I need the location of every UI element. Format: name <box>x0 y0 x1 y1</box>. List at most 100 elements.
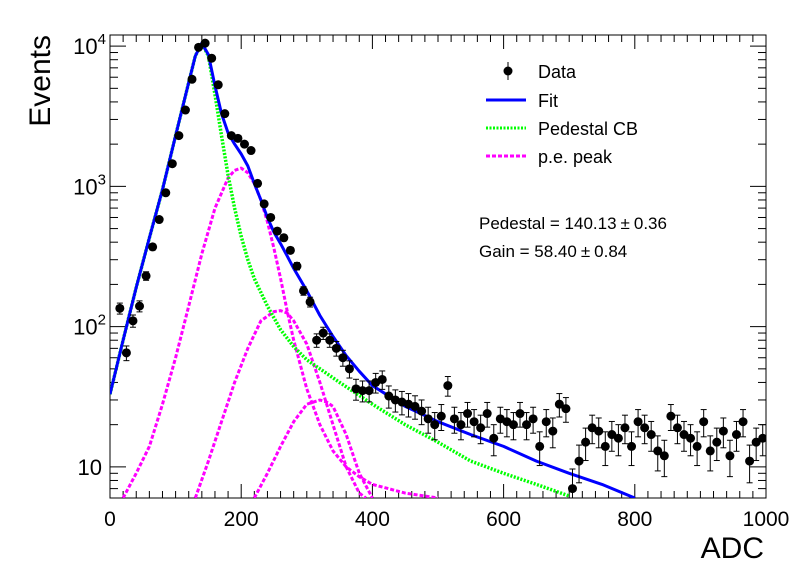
data-point <box>272 226 282 236</box>
data-point <box>384 391 394 401</box>
data-point <box>239 139 249 149</box>
data-point <box>115 303 125 313</box>
y-axis-label: Events <box>24 35 57 127</box>
data-point <box>305 297 315 307</box>
data-point <box>266 212 276 222</box>
data-point <box>620 423 630 433</box>
data-point <box>325 335 335 345</box>
legend-item-data: Data <box>503 62 577 82</box>
data-point <box>607 430 617 440</box>
data-point <box>410 401 420 411</box>
data-point <box>430 420 440 430</box>
data-point <box>259 199 269 209</box>
y-tick-label: 102 <box>73 312 106 340</box>
data-point <box>672 423 682 433</box>
data-point <box>377 374 387 384</box>
data-point <box>194 42 204 52</box>
data-point <box>331 343 341 353</box>
legend-pedestal-label: Pedestal CB <box>538 119 638 139</box>
data-point <box>344 364 354 374</box>
data-point <box>423 414 433 424</box>
data-point <box>128 316 138 326</box>
x-tick-label: 0 <box>104 508 116 531</box>
data-point <box>148 242 158 252</box>
data-point <box>567 484 577 494</box>
data-point <box>627 441 637 451</box>
legend: Data Fit Pedestal CB p.e. peak <box>486 62 638 167</box>
data-point <box>738 417 748 427</box>
data-point <box>364 386 374 396</box>
data-point <box>285 245 295 255</box>
data-point <box>213 80 223 90</box>
data-point <box>233 133 243 143</box>
data-point <box>646 430 656 440</box>
x-tick-label: 400 <box>355 508 390 531</box>
x-tick-label: 200 <box>224 508 259 531</box>
data-point <box>613 433 623 443</box>
data-point <box>581 437 591 447</box>
data-point <box>318 328 328 338</box>
y-tick-exponent: 4 <box>98 31 106 48</box>
data-point <box>253 178 263 188</box>
data-point <box>200 38 210 48</box>
pedestal-annotation: Pedestal = 140.13 ±0.36 <box>479 214 667 233</box>
data-point <box>187 74 197 84</box>
y-tick-base: 10 <box>73 34 97 59</box>
data-point <box>246 146 256 156</box>
legend-item-pe-peak: p.e. peak <box>486 147 613 167</box>
data-point <box>548 426 558 436</box>
plot-frame <box>109 34 767 499</box>
x-tick-label: 600 <box>486 508 521 531</box>
legend-pe-label: p.e. peak <box>538 147 613 167</box>
data-point <box>141 271 151 281</box>
data-point <box>725 451 735 461</box>
data-point <box>712 437 722 447</box>
data-point <box>653 446 663 456</box>
data-point <box>535 441 545 451</box>
data-point <box>161 188 171 198</box>
data-point <box>640 423 650 433</box>
x-axis-label: ADC <box>701 532 764 565</box>
data-point <box>154 215 164 225</box>
data-point <box>299 286 309 296</box>
axis-ticks <box>109 35 767 499</box>
data-point <box>731 430 741 440</box>
data-point <box>600 441 610 451</box>
y-tick-base: 10 <box>73 315 97 340</box>
y-tick-exponent: 2 <box>98 312 106 329</box>
pedestal-cb-curve <box>110 41 570 498</box>
x-tick-label: 800 <box>617 508 652 531</box>
data-point <box>121 348 131 358</box>
pe-peak-curve <box>252 398 374 498</box>
data-point <box>220 109 230 119</box>
data-point <box>417 406 427 416</box>
x-tick-labels: 0 200 400 600 800 1000 <box>104 508 789 531</box>
data-point <box>574 456 584 466</box>
data-point <box>751 437 761 447</box>
legend-data-marker <box>503 66 513 76</box>
pedestal-annotation-pm: ± <box>621 214 630 233</box>
data-point <box>718 426 728 436</box>
data-point <box>686 433 696 443</box>
data-point <box>469 417 479 427</box>
data-point <box>594 426 604 436</box>
data-point <box>167 159 177 169</box>
data-point <box>135 301 145 311</box>
data-point <box>292 261 302 271</box>
gain-annotation-pm: ± <box>581 242 590 261</box>
y-tick-label: 10 <box>78 455 102 480</box>
data-point <box>443 381 453 391</box>
data-point <box>338 353 348 363</box>
data-point <box>692 441 702 451</box>
y-tick-exponent: 3 <box>98 171 106 188</box>
data-point <box>561 404 571 414</box>
gain-annotation-value: 0.84 <box>594 242 627 261</box>
data-point <box>279 233 289 243</box>
data-point <box>436 411 446 421</box>
data-point <box>666 411 676 421</box>
data-point <box>699 417 709 427</box>
legend-item-pedestal-cb: Pedestal CB <box>486 119 638 139</box>
data-point <box>207 53 217 63</box>
